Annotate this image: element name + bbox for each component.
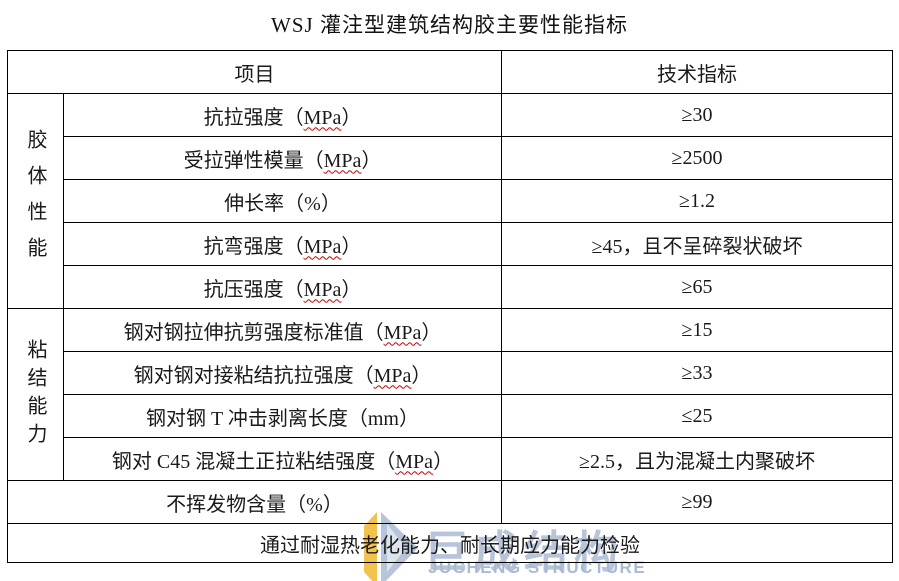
table-row: 受拉弹性模量（MPa） ≥2500 [8, 136, 893, 180]
misspelled-unit: MPa [303, 106, 342, 129]
spec-cell: ≤25 [501, 394, 893, 438]
misspelled-unit: MPa [303, 278, 342, 301]
table-row: 不挥发物含量（%） ≥99 [7, 480, 893, 524]
item-cell: 抗拉强度（MPa） [63, 93, 502, 137]
spec-cell: ≥45，且不呈碎裂状破坏 [501, 222, 893, 266]
spec-cell: ≥33 [501, 351, 893, 395]
spec-cell: ≥1.2 [501, 179, 893, 223]
spec-cell: ≥99 [501, 480, 893, 524]
spec-cell: ≥65 [501, 265, 893, 309]
header-spec-cell: 技术指标 [501, 50, 893, 94]
group-label-nianjie: 粘结能力 [7, 308, 64, 481]
table-row: 钢对钢对接粘结抗拉强度（MPa） ≥33 [8, 351, 893, 395]
table-row: 粘结能力 钢对钢拉伸抗剪强度标准值（MPa） ≥15 [7, 308, 893, 481]
spec-table: 项目 技术指标 胶体性能 抗拉强度（MPa） ≥30 受拉弹性模量（MPa） ≥… [7, 50, 893, 563]
item-cell: 抗压强度（MPa） [63, 265, 502, 309]
misspelled-unit: MPa [373, 364, 412, 387]
misspelled-unit: MPa [303, 235, 342, 258]
spec-cell: ≥30 [501, 93, 893, 137]
item-cell: 钢对钢 T 冲击剥离长度（mm） [63, 394, 502, 438]
item-cell: 不挥发物含量（%） [7, 480, 502, 524]
item-cell: 伸长率（%） [63, 179, 502, 223]
table-row: 钢对钢 T 冲击剥离长度（mm） ≤25 [8, 394, 893, 438]
table-row: 通过耐湿热老化能力、耐长期应力能力检验 [7, 523, 893, 563]
spec-cell: ≥15 [501, 308, 893, 352]
item-cell: 钢对钢拉伸抗剪强度标准值（MPa） [63, 308, 502, 352]
table-row: 抗压强度（MPa） ≥65 [8, 265, 893, 309]
item-cell: 钢对 C45 混凝土正拉粘结强度（MPa） [63, 437, 502, 481]
table-header-row: 项目 技术指标 [7, 50, 893, 94]
misspelled-unit: MPa [395, 450, 434, 473]
misspelled-unit: MPa [383, 321, 422, 344]
item-cell: 钢对钢对接粘结抗拉强度（MPa） [63, 351, 502, 395]
table-row: 抗弯强度（MPa） ≥45，且不呈碎裂状破坏 [8, 222, 893, 266]
header-item-cell: 项目 [7, 50, 502, 94]
item-cell: 抗弯强度（MPa） [63, 222, 502, 266]
table-row: 胶体性能 抗拉强度（MPa） ≥30 [7, 93, 893, 309]
spec-cell: ≥2500 [501, 136, 893, 180]
table-row: 伸长率（%） ≥1.2 [8, 179, 893, 223]
spec-cell: ≥2.5，且为混凝土内聚破坏 [501, 437, 893, 481]
table-row: 钢对 C45 混凝土正拉粘结强度（MPa） ≥2.5，且为混凝土内聚破坏 [8, 437, 893, 481]
page-title: WSJ 灌注型建筑结构胶主要性能指标 [271, 13, 628, 37]
full-width-note-cell: 通过耐湿热老化能力、耐长期应力能力检验 [7, 523, 893, 563]
group-label-jiaoti: 胶体性能 [7, 93, 64, 309]
misspelled-unit: MPa [323, 149, 362, 172]
item-cell: 受拉弹性模量（MPa） [63, 136, 502, 180]
